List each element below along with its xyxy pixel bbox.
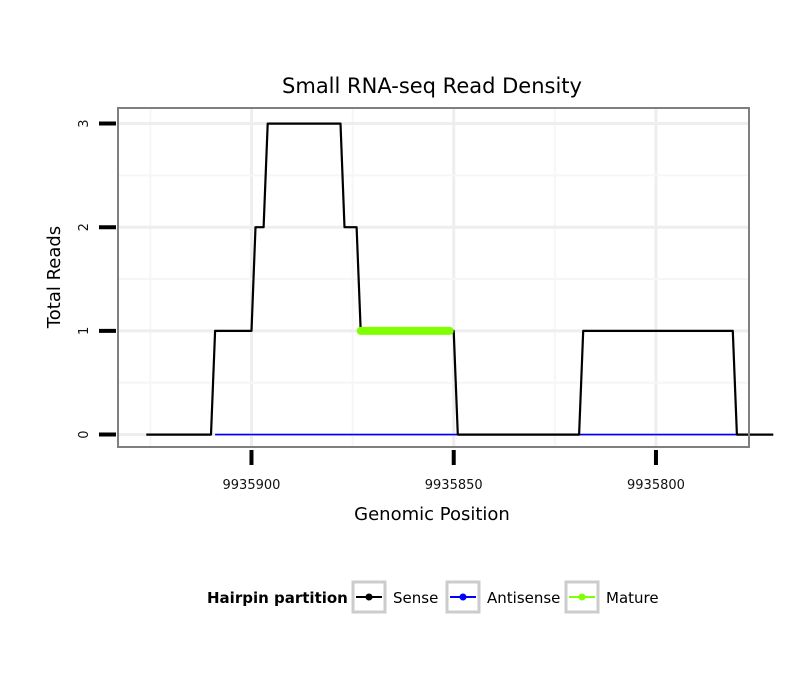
plot-border — [117, 107, 750, 448]
plot-panel — [118, 108, 749, 447]
y-axis: 0 1 2 3 — [77, 119, 116, 439]
legend-label-mature: Mature — [606, 589, 659, 607]
x-tick-label: 9935800 — [627, 478, 685, 493]
y-tick-label: 2 — [77, 223, 92, 231]
legend-dot-mature — [578, 593, 586, 601]
legend: Hairpin partition Sense Antisense Mature — [207, 580, 659, 614]
legend-item-sense: Sense — [351, 580, 438, 614]
y-tick-label: 3 — [77, 119, 92, 127]
series-layer — [146, 122, 774, 436]
x-axis: 9935900 9935850 9935800 — [223, 450, 685, 493]
legend-title: Hairpin partition — [207, 589, 348, 607]
y-tick-label: 1 — [77, 327, 92, 335]
legend-item-mature: Mature — [564, 580, 659, 614]
chart-title: Small RNA-seq Read Density — [282, 74, 582, 98]
legend-dot-antisense — [459, 593, 467, 601]
legend-item-antisense: Antisense — [445, 580, 560, 614]
legend-dot-sense — [365, 593, 373, 601]
legend-label-antisense: Antisense — [487, 589, 560, 607]
legend-label-sense: Sense — [393, 589, 438, 607]
y-axis-title: Total Reads — [44, 226, 65, 329]
x-axis-title: Genomic Position — [354, 504, 510, 525]
x-tick-label: 9935900 — [223, 478, 281, 493]
y-tick-label: 0 — [77, 430, 92, 438]
x-tick-label: 9935850 — [425, 478, 483, 493]
